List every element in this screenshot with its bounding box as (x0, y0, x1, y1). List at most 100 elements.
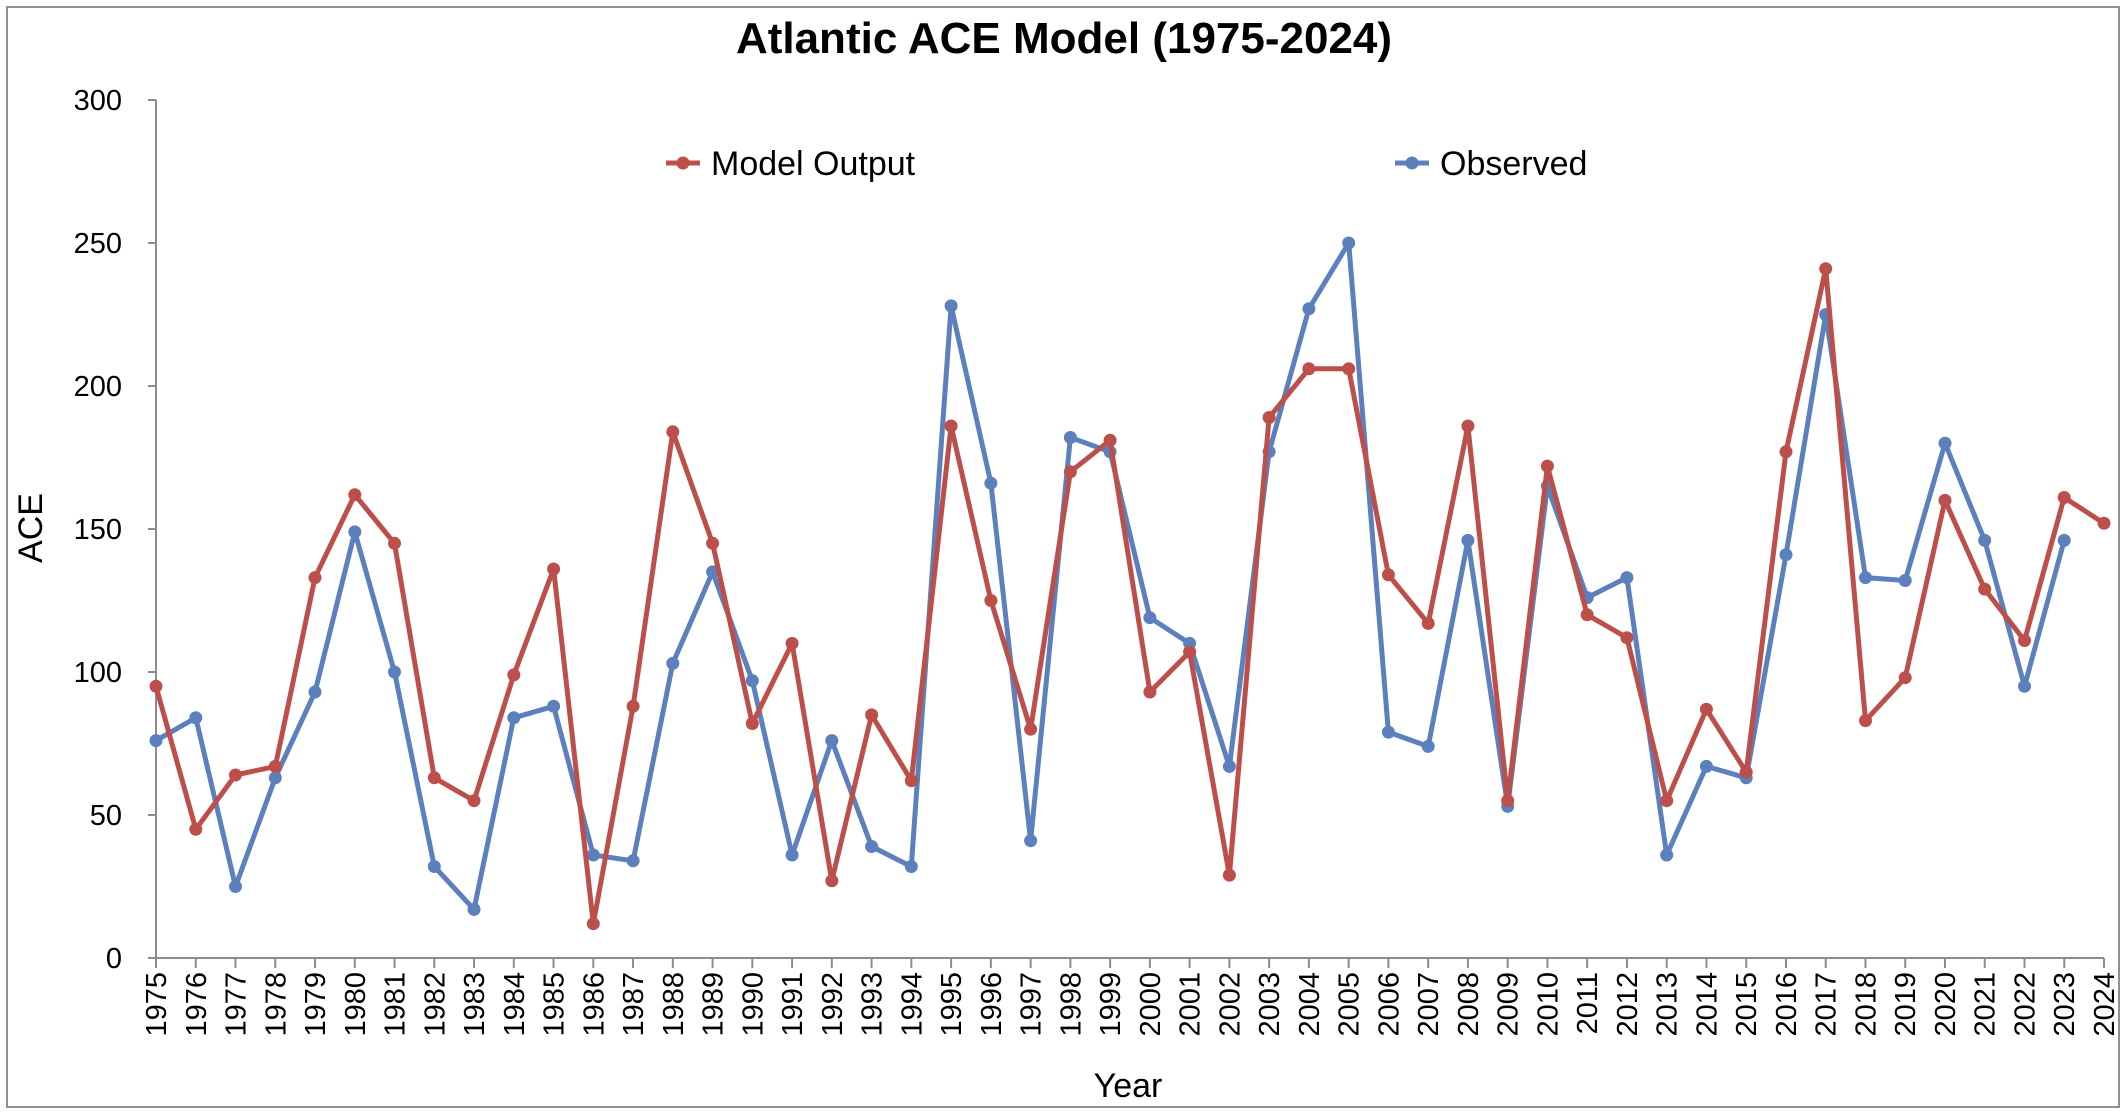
observed-point (666, 656, 680, 670)
model-output-point (1699, 702, 1713, 716)
x-tick-label: 1994 (896, 972, 928, 1037)
observed-point (1699, 759, 1713, 773)
model-output-line (153, 266, 2106, 927)
chart-frame (6, 6, 2120, 1108)
model-output-point (706, 536, 720, 550)
x-tick-label: 2010 (1532, 972, 1564, 1037)
x-tick-label: 2004 (1294, 972, 1326, 1037)
legend-item-model-output: Model Output (666, 145, 916, 183)
x-tick-label: 2003 (1254, 972, 1286, 1037)
legend-label: Observed (1440, 145, 1587, 183)
model-output-point (229, 768, 242, 782)
model-output-point (547, 562, 561, 576)
observed-point (507, 711, 521, 725)
x-tick-label: 2021 (1970, 972, 2002, 1037)
x-tick-label: 1982 (419, 972, 451, 1037)
x-tick-label: 1988 (658, 972, 690, 1037)
legend: Model Output Observed (666, 145, 1587, 183)
observed-point (1302, 302, 1316, 316)
x-tick-label: 2002 (1214, 972, 1246, 1037)
observed-point (1978, 533, 1992, 547)
x-tick-label: 1995 (936, 972, 968, 1037)
x-tick-label: 1992 (817, 972, 849, 1037)
x-tick-label: 2001 (1175, 972, 1207, 1037)
x-tick-label: 1987 (618, 972, 650, 1037)
y-ticks: 0 50 100 150 200 250 300 (74, 85, 156, 975)
observed-point (1143, 611, 1157, 625)
observed-point (944, 299, 958, 313)
model-output-point (268, 759, 282, 773)
observed-point (308, 685, 322, 699)
x-ticks: 1975 1976 1977 1978 1979 1980 1981 1982 1983 1984… (141, 958, 2121, 1037)
x-tick-label: 2014 (1691, 972, 1723, 1037)
observed-point (785, 848, 799, 862)
model-output-point (944, 419, 958, 433)
y-tick-label: 250 (74, 228, 122, 260)
observed-point (1859, 571, 1872, 585)
observed-point (586, 848, 600, 862)
x-tick-label: 2015 (1731, 972, 1763, 1037)
y-tick-label: 0 (106, 943, 122, 975)
observed-point (745, 674, 759, 688)
model-output-point (1262, 411, 1276, 424)
x-tick-label: 2005 (1334, 972, 1366, 1037)
x-tick-label: 1979 (300, 972, 332, 1037)
observed-point (427, 860, 441, 873)
x-tick-label: 2006 (1373, 972, 1405, 1037)
observed-point (149, 734, 163, 748)
observed-line (154, 240, 2067, 912)
x-tick-label: 2013 (1652, 972, 1684, 1037)
x-tick-label: 2022 (2009, 972, 2041, 1037)
x-tick-label: 1985 (539, 972, 571, 1037)
model-output-point (1580, 608, 1594, 622)
model-output-point (1898, 671, 1912, 685)
model-output-point (1978, 582, 1992, 596)
x-tick-label: 2019 (1890, 972, 1922, 1037)
observed-point (1898, 574, 1912, 587)
model-output-point (1540, 459, 1554, 473)
observed-point (268, 771, 282, 785)
observed-point (1779, 548, 1793, 562)
model-output-point (507, 668, 521, 682)
x-tick-label: 1999 (1095, 972, 1127, 1037)
model-output-point (1024, 722, 1038, 736)
x-tick-label: 1980 (340, 972, 372, 1037)
x-tick-label: 2000 (1135, 972, 1167, 1037)
observed-point (1063, 431, 1077, 444)
x-tick-label: 2023 (2049, 972, 2081, 1037)
model-output-point (1063, 465, 1077, 479)
observed-point (2057, 533, 2071, 547)
model-output-point (1779, 445, 1793, 459)
observed-point (229, 880, 242, 893)
x-tick-label: 1996 (976, 972, 1008, 1037)
x-tick-label: 2016 (1771, 972, 1803, 1037)
y-tick-label: 100 (74, 657, 122, 689)
observed-point (348, 525, 362, 539)
observed-point (865, 840, 879, 853)
x-tick-label: 1976 (181, 972, 213, 1037)
model-output-point (1739, 765, 1753, 779)
series-layer (149, 236, 2111, 931)
observed-point (547, 699, 561, 713)
model-output-point (388, 536, 401, 550)
model-output-point (1302, 362, 1316, 376)
model-output-point (1381, 568, 1395, 582)
model-output-point (467, 794, 481, 808)
x-tick-label: 1978 (260, 972, 292, 1037)
model-output-point (1342, 362, 1356, 376)
model-output-point (785, 636, 799, 650)
observed-series (149, 236, 2071, 916)
model-output-point (1103, 433, 1117, 447)
x-tick-label: 1984 (499, 972, 531, 1037)
observed-point (1342, 236, 1356, 250)
model-output-point (1461, 419, 1475, 433)
model-output-point (1620, 631, 1634, 645)
model-output-point (149, 679, 163, 693)
model-output-point (1859, 714, 1872, 728)
model-output-point (825, 874, 839, 888)
x-tick-label: 2017 (1811, 972, 1843, 1037)
model-output-point (1819, 262, 1833, 276)
observed-point (904, 860, 918, 873)
y-tick-label: 300 (74, 85, 122, 117)
